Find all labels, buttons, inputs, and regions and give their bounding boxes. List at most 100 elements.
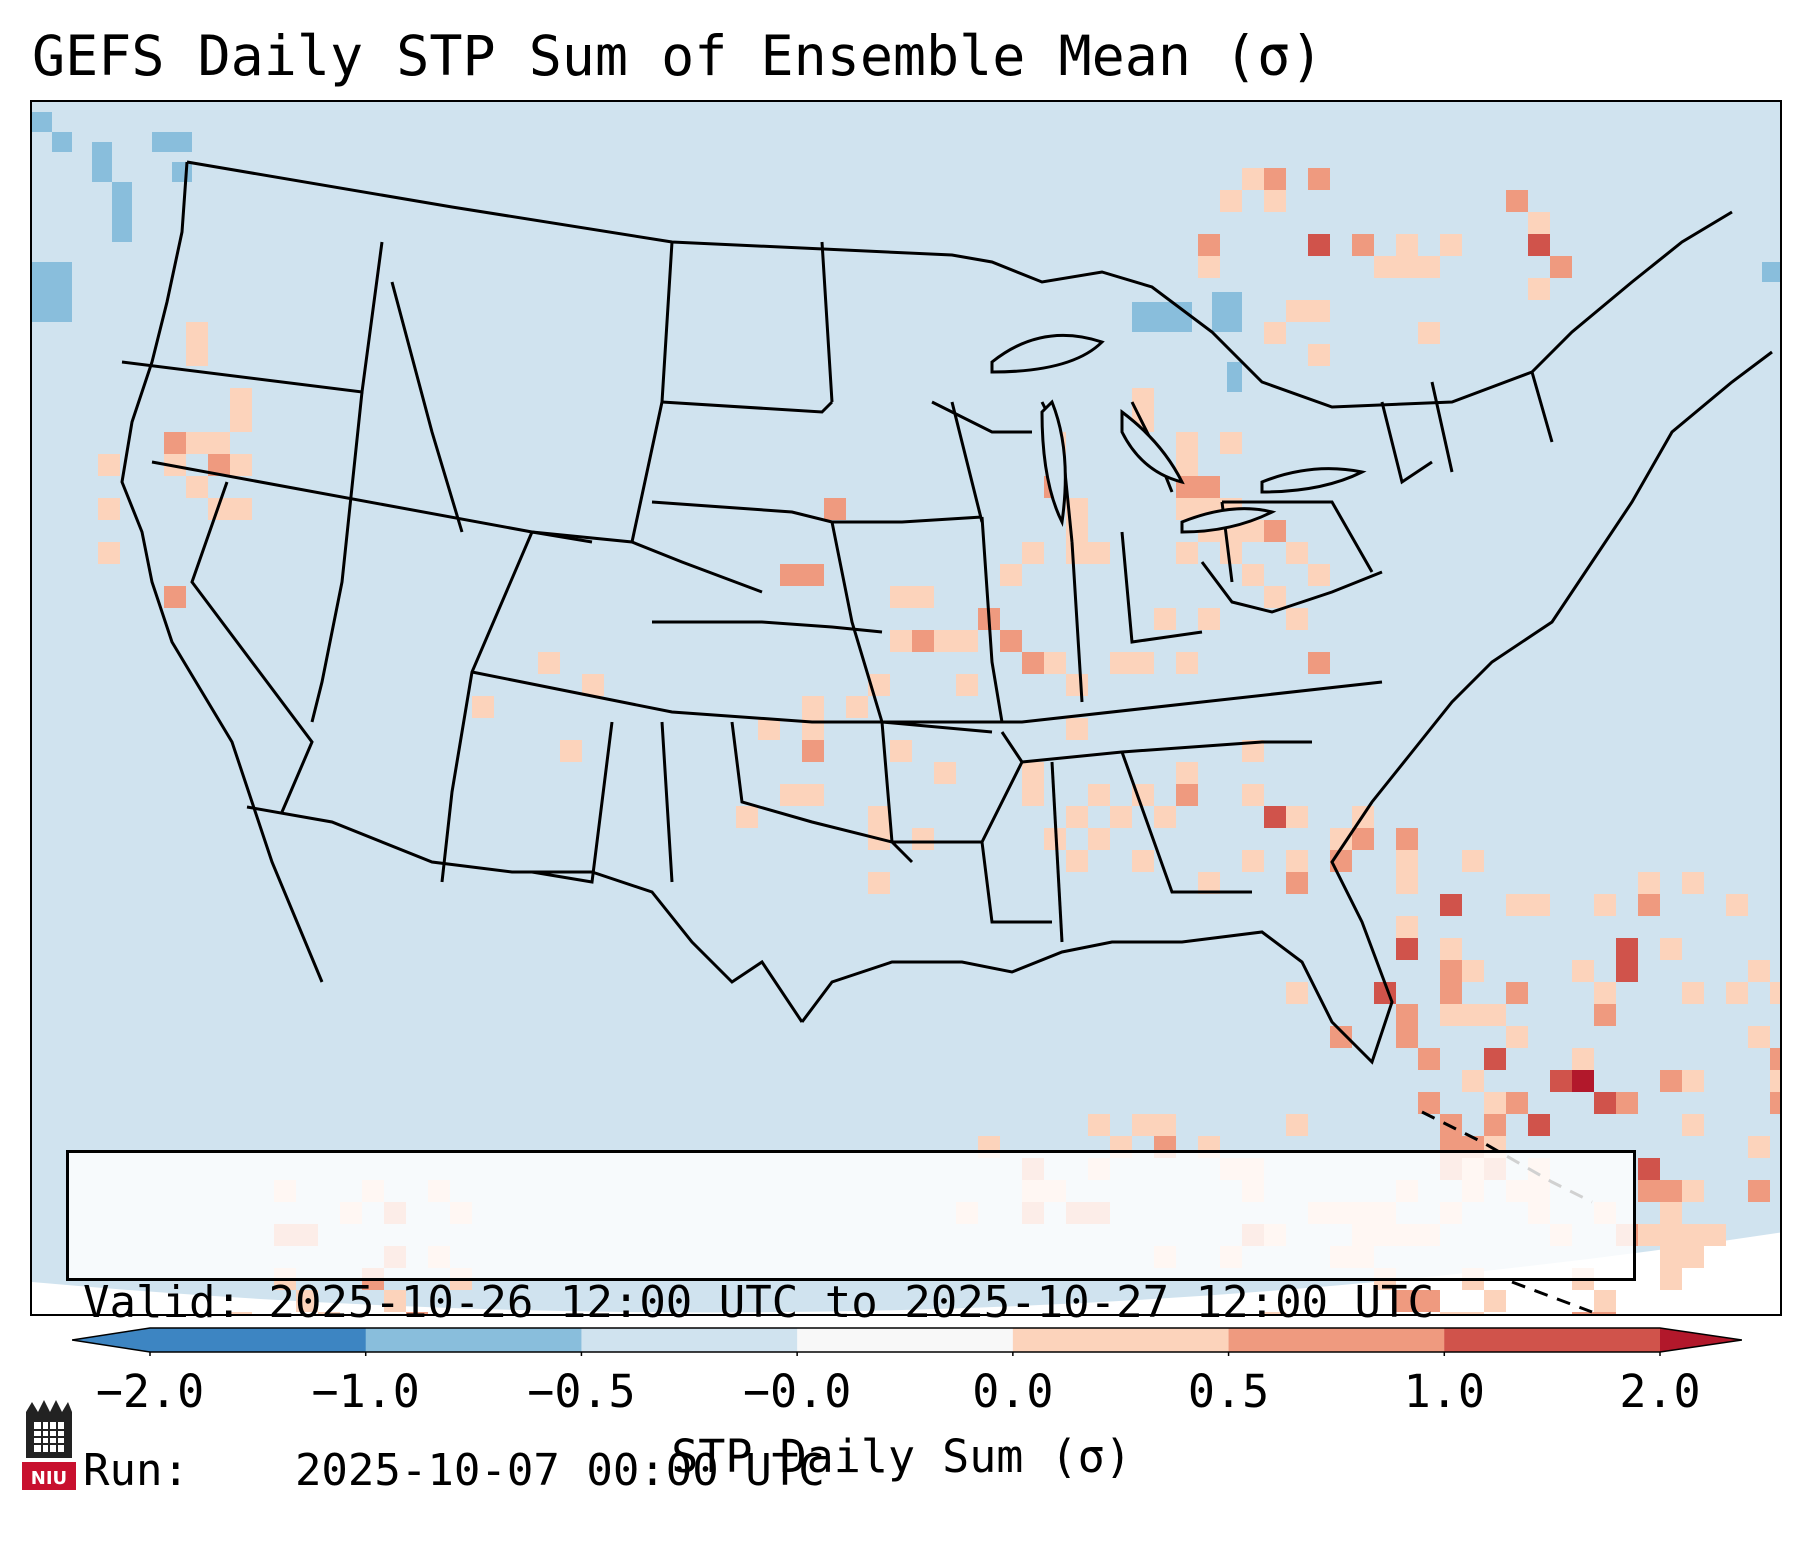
field-cell (1132, 652, 1154, 674)
field-cell (1154, 608, 1176, 630)
field-cell (1132, 784, 1154, 806)
field-cell (1638, 1224, 1660, 1246)
field-cell (1440, 894, 1462, 916)
field-cell (1264, 190, 1286, 212)
field-cell (1396, 872, 1418, 894)
field-cell (1330, 828, 1352, 850)
field-cell (1594, 894, 1616, 916)
field-cell (1660, 1224, 1682, 1246)
field-cell (846, 696, 868, 718)
colorbar-tick-marks (149, 1352, 1661, 1356)
field-cell (1308, 564, 1330, 586)
field-cell (1616, 1092, 1638, 1114)
field-cell (186, 476, 208, 498)
field-cell (1308, 300, 1330, 322)
field-cell (1440, 1004, 1462, 1026)
field-cell (1462, 1004, 1484, 1026)
field-cell (186, 432, 208, 454)
field-cell (1264, 520, 1286, 542)
colorbar (72, 1327, 1742, 1356)
field-cell (1022, 652, 1044, 674)
field-cell (1176, 432, 1198, 454)
field-cell (1132, 1114, 1154, 1136)
field-cell (1528, 894, 1550, 916)
svg-text:NIU: NIU (31, 1468, 67, 1489)
colorbar-segment (1012, 1328, 1230, 1352)
field-cell (1264, 586, 1286, 608)
field-cell (230, 498, 252, 520)
field-cell (1286, 872, 1308, 894)
field-cell (1242, 850, 1264, 872)
field-cell (1396, 1004, 1418, 1026)
great-lakes (990, 333, 1367, 534)
field-cell (1660, 1246, 1682, 1268)
field-cell (1682, 1114, 1704, 1136)
colorbar-segment (1444, 1328, 1661, 1352)
field-cell (208, 432, 230, 454)
field-cell (1726, 982, 1748, 1004)
field-cell (1528, 278, 1550, 300)
field-cell (1660, 938, 1682, 960)
field-cell (1220, 542, 1242, 564)
field-cell (890, 586, 912, 608)
field-cell (98, 454, 120, 476)
field-cell (868, 806, 890, 828)
field-cell (1242, 564, 1264, 586)
field-cell (1572, 960, 1594, 982)
field-cell (1198, 608, 1220, 630)
field-cell (1660, 1180, 1682, 1202)
field-cell (1462, 1312, 1484, 1314)
field-cell (1528, 212, 1550, 234)
field-cell (1264, 806, 1286, 828)
field-cell (1770, 1048, 1780, 1070)
run-label: Run: (83, 1445, 189, 1496)
field-cell (1418, 1048, 1440, 1070)
field-cell (1066, 498, 1088, 520)
colorbar-tick-label: 0.0 (972, 1365, 1054, 1418)
map-canvas (32, 102, 1780, 1314)
field-cell (164, 432, 186, 454)
field-cell (1176, 762, 1198, 784)
field-cell (1242, 520, 1264, 542)
field-cell (1594, 1290, 1616, 1312)
field-cell (1726, 894, 1748, 916)
field-cell (1066, 674, 1088, 696)
map-panel (30, 100, 1782, 1316)
field-cell (1484, 1004, 1506, 1026)
field-cell (208, 454, 230, 476)
field-cell (1396, 256, 1418, 278)
valid-time-box: Valid: 2025-10-26 12:00 UTC to 2025-10-2… (66, 1150, 1636, 1496)
field-cell (1440, 234, 1462, 256)
field-cell (1572, 1312, 1594, 1314)
field-cell (1484, 1048, 1506, 1070)
field-cell (1286, 1114, 1308, 1136)
field-cell (1594, 1004, 1616, 1026)
field-cell (780, 564, 802, 586)
field-cell (1198, 476, 1220, 498)
field-cell (186, 322, 208, 344)
field-cell (230, 388, 252, 410)
field-cell (1154, 1114, 1176, 1136)
field-cell (1528, 1114, 1550, 1136)
field-cell (1154, 806, 1176, 828)
field-cell (1506, 1092, 1528, 1114)
field-cell (1418, 1290, 1440, 1312)
field-cell (1440, 938, 1462, 960)
run-row: Run: 2025-10-07 00:00 UTC (83, 1443, 1619, 1499)
field-cell (1132, 388, 1154, 410)
field-cell (230, 1312, 252, 1314)
valid-row: Valid: 2025-10-26 12:00 UTC to 2025-10-2… (83, 1275, 1619, 1331)
field-cell (1396, 234, 1418, 256)
field-cell (1066, 718, 1088, 740)
field-cell (1682, 1070, 1704, 1092)
field-cell (1000, 564, 1022, 586)
valid-value: 2025-10-26 12:00 UTC to 2025-10-27 12:00… (268, 1277, 1435, 1328)
field-cell (1022, 762, 1044, 784)
field-cell (1066, 850, 1088, 872)
field-cell (560, 740, 582, 762)
field-cell (780, 784, 802, 806)
field-cell (1572, 1070, 1594, 1092)
field-cell (1264, 322, 1286, 344)
field-cell (1176, 542, 1198, 564)
colorbar-segment (365, 1328, 582, 1352)
